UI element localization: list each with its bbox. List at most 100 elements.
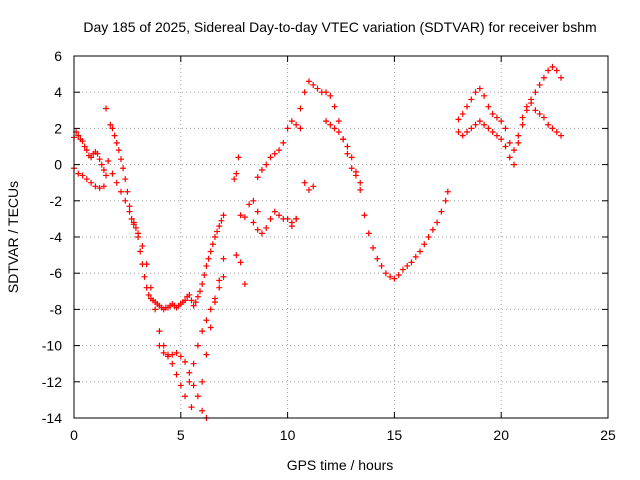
data-point xyxy=(549,125,556,132)
data-point xyxy=(124,188,131,195)
data-point xyxy=(100,167,107,174)
x-tick-label: 15 xyxy=(387,427,403,443)
data-point xyxy=(135,230,142,237)
data-point xyxy=(216,277,223,284)
data-point xyxy=(190,302,197,309)
data-point xyxy=(199,407,206,414)
data-point xyxy=(284,215,291,222)
data-point xyxy=(117,188,124,195)
x-axis-title: GPS time / hours xyxy=(287,457,394,473)
data-point xyxy=(352,168,359,175)
data-point xyxy=(186,369,193,376)
data-point xyxy=(130,219,137,226)
data-point xyxy=(464,103,471,110)
data-point xyxy=(532,89,539,96)
data-point xyxy=(297,125,304,132)
data-point xyxy=(493,114,500,121)
data-point xyxy=(182,393,189,400)
data-point xyxy=(408,259,415,266)
y-tick-label: -4 xyxy=(50,229,63,245)
data-point xyxy=(327,92,334,99)
series-2 xyxy=(71,157,227,400)
data-point xyxy=(214,228,221,235)
data-point xyxy=(263,161,270,168)
data-point xyxy=(288,118,295,125)
data-point xyxy=(493,132,500,139)
data-point xyxy=(459,110,466,117)
y-tick-label: -14 xyxy=(42,410,62,426)
data-point xyxy=(111,132,118,139)
data-point xyxy=(348,165,355,172)
data-point xyxy=(103,105,110,112)
data-marks xyxy=(71,63,565,421)
data-point xyxy=(434,219,441,226)
data-point xyxy=(258,230,265,237)
data-point xyxy=(506,139,513,146)
data-point xyxy=(276,147,283,154)
series-3 xyxy=(156,255,227,400)
data-point xyxy=(218,217,225,224)
x-tick-label: 25 xyxy=(600,427,616,443)
data-point xyxy=(152,306,159,313)
data-point xyxy=(361,212,368,219)
data-point xyxy=(331,103,338,110)
data-point xyxy=(305,186,312,193)
data-point xyxy=(220,273,227,280)
data-point xyxy=(254,174,261,181)
data-point xyxy=(365,230,372,237)
data-point xyxy=(122,197,129,204)
data-point xyxy=(88,179,95,186)
data-point xyxy=(331,125,338,132)
data-point xyxy=(340,136,347,143)
data-point xyxy=(199,328,206,335)
data-point xyxy=(498,136,505,143)
data-point xyxy=(553,67,560,74)
data-point xyxy=(203,317,210,324)
data-point xyxy=(207,306,214,313)
data-point xyxy=(203,351,210,358)
series-6 xyxy=(323,118,451,282)
data-point xyxy=(485,103,492,110)
data-point xyxy=(263,224,270,231)
y-tick-label: 2 xyxy=(54,120,62,136)
data-point xyxy=(323,89,330,96)
data-point xyxy=(197,288,204,295)
data-point xyxy=(216,284,223,291)
data-point xyxy=(182,358,189,365)
data-point xyxy=(382,270,389,277)
data-point xyxy=(188,404,195,411)
data-point xyxy=(498,118,505,125)
data-point xyxy=(511,161,518,168)
data-point xyxy=(536,110,543,117)
data-point xyxy=(276,212,283,219)
data-point xyxy=(558,132,565,139)
data-point xyxy=(201,272,208,279)
data-point xyxy=(370,244,377,251)
data-point xyxy=(209,241,216,248)
data-point xyxy=(220,212,227,219)
data-point xyxy=(378,262,385,269)
data-point xyxy=(310,183,317,190)
data-point xyxy=(502,125,509,132)
data-point xyxy=(468,125,475,132)
data-point xyxy=(75,132,82,139)
data-point xyxy=(481,92,488,99)
data-point xyxy=(297,105,304,112)
y-tick-label: -12 xyxy=(42,374,62,390)
data-point xyxy=(107,121,114,128)
y-axis-title: SDTVAR / TECUs xyxy=(5,181,21,293)
data-point xyxy=(192,299,199,306)
series-5 xyxy=(254,118,317,193)
data-point xyxy=(438,208,445,215)
data-point xyxy=(143,261,150,268)
data-point xyxy=(455,116,462,123)
data-point xyxy=(528,100,535,107)
data-point xyxy=(237,212,244,219)
data-point xyxy=(207,248,214,255)
data-point xyxy=(190,382,197,389)
series-7 xyxy=(455,63,565,154)
data-point xyxy=(81,143,88,150)
data-point xyxy=(194,342,201,349)
data-point xyxy=(459,132,466,139)
data-point xyxy=(468,96,475,103)
